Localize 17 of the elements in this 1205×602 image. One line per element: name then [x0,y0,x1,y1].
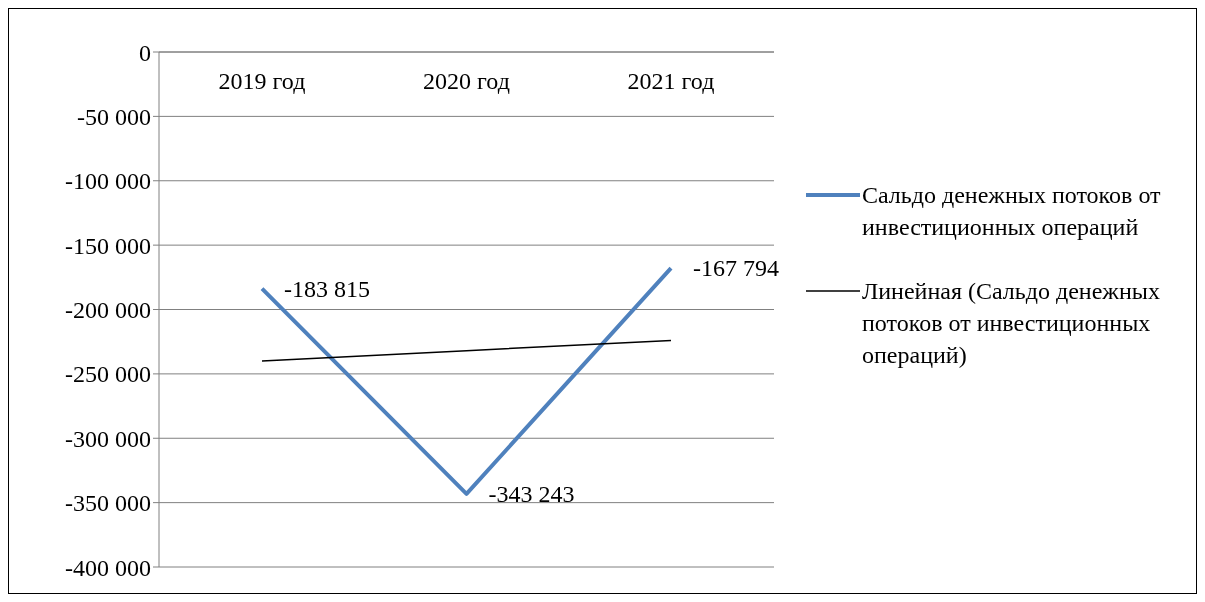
y-tick-label: -50 000 [77,103,151,130]
y-tick-label: -100 000 [65,168,151,195]
y-tick-label: -400 000 [65,554,151,581]
data-label: -167 794 [693,255,779,282]
legend-label: Сальдо денежных потоков от инвестиционных операций [862,181,1162,242]
y-tick-label: -200 000 [65,297,151,324]
y-tick-label: -350 000 [65,490,151,517]
data-label: -183 815 [284,275,370,302]
legend-label: Линейная (Сальдо денежных потоков от инвестиционных операций) [862,277,1161,370]
data-label: -343 243 [488,480,575,507]
x-tick-label: 2020 год [423,68,510,94]
y-tick-label: -250 000 [65,361,151,388]
x-tick-label: 2021 год [627,68,715,94]
x-tick-label: 2019 год [218,68,306,94]
y-tick-label: -150 000 [65,232,151,259]
y-tick-label: 0 [139,39,151,66]
y-tick-label: -300 000 [65,425,151,452]
